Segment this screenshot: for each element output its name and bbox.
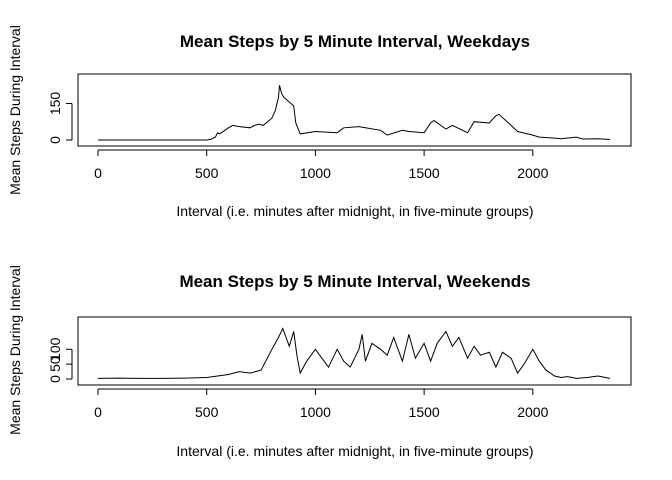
weekends-x-tick-label: 500 [195,404,219,420]
weekdays-x-tick-label: 1500 [409,165,440,181]
weekdays-plot-frame [77,73,632,147]
weekdays-x-tick-label: 500 [195,165,219,181]
weekends-x-axis-label: Interval (i.e. minutes after midnight, i… [176,443,533,459]
weekends-x-tick-label: 1000 [300,404,331,420]
weekends-x-tick-label: 2000 [517,404,548,420]
weekdays-x-axis: 0 500 1000 1500 2000 [94,149,549,181]
weekends-x-tick-label: 1500 [409,404,440,420]
weekends-y-tick-label: 100 [47,337,63,361]
weekends-chart-title: Mean Steps by 5 Minute Interval, Weekend… [179,272,530,291]
weekends-x-tick-label: 0 [94,404,102,420]
weekdays-y-tick-label: 150 [47,92,63,116]
weekdays-x-axis-label: Interval (i.e. minutes after midnight, i… [176,203,533,219]
weekdays-y-axis-label: Mean Steps During Interval [7,25,23,195]
weekdays-y-axis: 0 150 [47,92,73,144]
weekends-y-axis-label: Mean Steps During Interval [7,265,23,435]
weekends-y-tick-label: 50 [47,356,63,372]
weekends-chart-panel: Mean Steps by 5 Minute Interval, Weekend… [7,265,632,459]
weekdays-chart-title: Mean Steps by 5 Minute Interval, Weekday… [180,32,530,51]
weekdays-steps-line [98,85,611,141]
weekends-x-axis: 0 500 1000 1500 2000 [94,388,549,420]
weekdays-x-tick-label: 1000 [300,165,331,181]
weekdays-x-tick-label: 2000 [517,165,548,181]
weekends-y-tick-label: 0 [47,375,63,383]
weekends-plot-frame [77,316,632,386]
weekdays-chart-panel: Mean Steps by 5 Minute Interval, Weekday… [7,25,632,219]
weekdays-x-tick-label: 0 [94,165,102,181]
weekends-steps-line [97,327,611,379]
weekdays-y-tick-label: 0 [47,136,63,144]
